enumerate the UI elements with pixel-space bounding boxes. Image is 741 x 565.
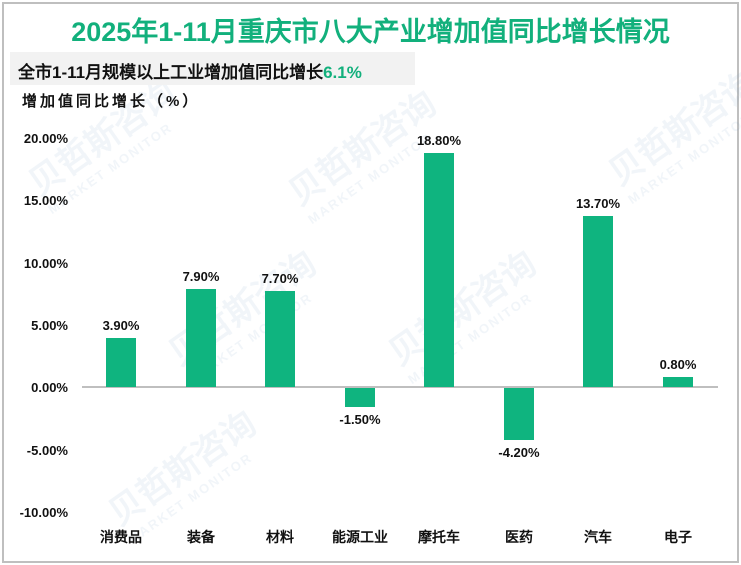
- data-label: 0.80%: [659, 357, 697, 373]
- chart-subtitle: 全市1-11月规模以上工业增加值同比增长6.1%: [18, 58, 362, 83]
- data-label: 13.70%: [575, 196, 621, 212]
- data-label: -4.20%: [498, 445, 540, 461]
- subtitle-box: [10, 52, 415, 85]
- y-tick: 0.00%: [31, 380, 68, 395]
- x-category-label: 汽车: [584, 529, 612, 545]
- zero-axis-line: [82, 386, 718, 388]
- y-tick: 5.00%: [31, 318, 68, 333]
- chart-title: 2025年1-11月重庆市八大产业增加值同比增长情况: [71, 17, 670, 47]
- data-label: 3.90%: [102, 318, 140, 334]
- subtitle-text: 全市1-11月规模以上工业增加值同比增长: [18, 63, 324, 82]
- data-label: -1.50%: [339, 411, 381, 427]
- y-tick: -10.00%: [19, 505, 68, 520]
- x-category-label: 装备: [187, 529, 215, 545]
- x-category-label: 医药: [505, 529, 533, 545]
- bar: [583, 216, 613, 387]
- x-category-label: 电子: [664, 529, 692, 545]
- subtitle-highlight: 6.1%: [323, 63, 362, 82]
- bar: [186, 288, 216, 387]
- bar: [265, 291, 295, 387]
- x-category-label: 能源工业: [332, 529, 388, 545]
- bar: [663, 377, 693, 387]
- data-label: 7.90%: [182, 268, 220, 284]
- y-axis-label: 增加值同比增长（%）: [22, 93, 201, 110]
- bar: [345, 388, 375, 407]
- data-label: 18.80%: [416, 132, 462, 148]
- y-tick: 10.00%: [23, 256, 68, 271]
- y-tick: 15.00%: [23, 193, 68, 208]
- x-category-label: 消费品: [100, 529, 142, 545]
- x-category-label: 摩托车: [418, 529, 460, 545]
- y-tick: -5.00%: [26, 443, 68, 458]
- bar: [424, 152, 454, 387]
- data-label: 7.70%: [261, 271, 299, 287]
- y-tick: 20.00%: [23, 131, 68, 146]
- bar: [106, 338, 136, 387]
- bar: [504, 388, 534, 441]
- x-category-label: 材料: [266, 529, 294, 545]
